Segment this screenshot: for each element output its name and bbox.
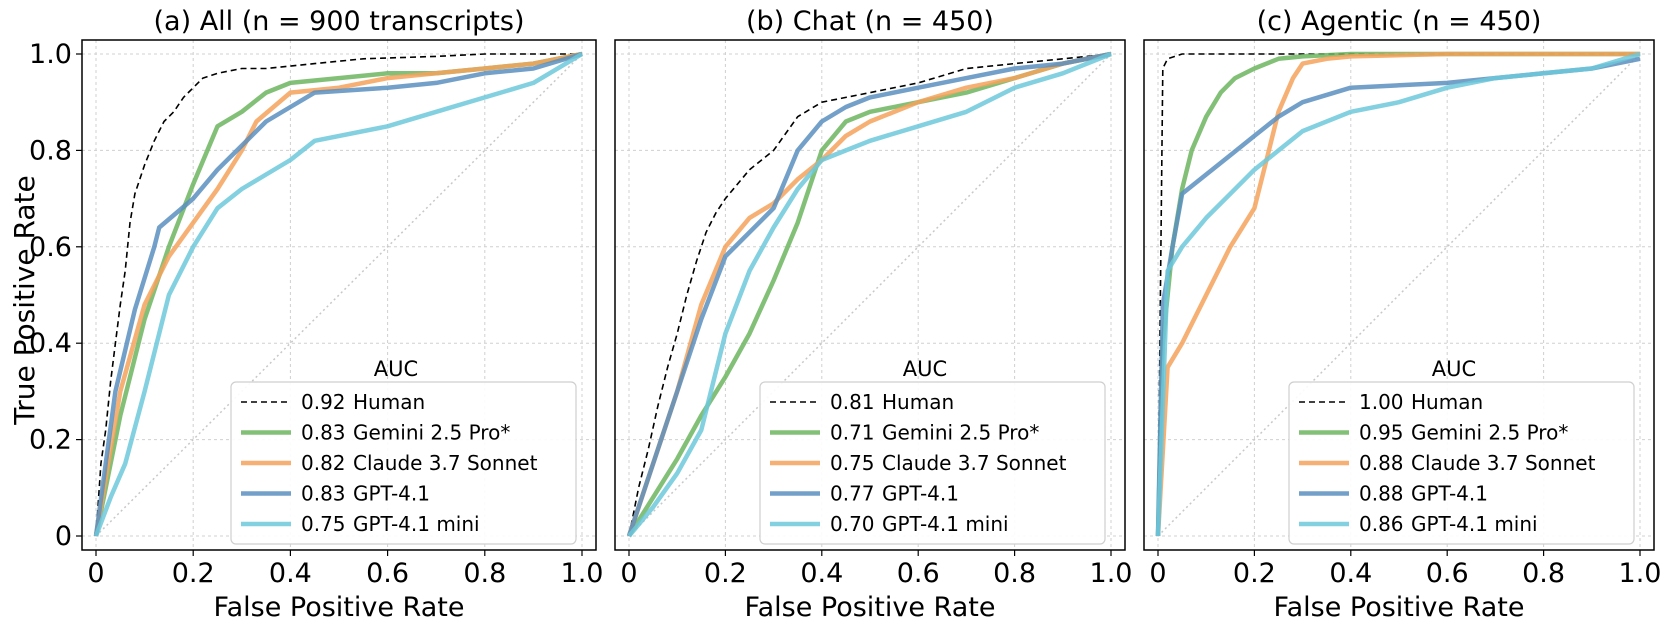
legend-title: AUC [903, 357, 947, 381]
series-line-gemini-2-5-pro- [627, 51, 1112, 538]
panel-2: (b) Chat (n = 450) 0 0.2 0.4 0.6 0.8 1.0 False … [614, 6, 1133, 623]
panel-title: (c) Agentic (n = 450) [1257, 6, 1542, 37]
chance-diagonal [1157, 53, 1641, 537]
legend-auc: 0.75 [830, 451, 875, 475]
legend-label: Human [353, 390, 425, 414]
x-axis-label: False Positive Rate [1274, 592, 1525, 623]
legend-box [230, 381, 577, 545]
x-axis-label: False Positive Rate [745, 592, 996, 623]
y-axis-label: True Positive Rate [8, 175, 41, 425]
legend-label: GPT-4.1 mini [1411, 512, 1538, 536]
legend-auc: 0.86 [1359, 512, 1404, 536]
series-line-gpt-4-1 [93, 51, 583, 537]
legend-auc: 0.82 [301, 451, 346, 475]
x-axis-label: False Positive Rate [214, 592, 465, 623]
legend-auc: 0.83 [301, 482, 346, 506]
y-tick-label: 0 [55, 521, 72, 552]
x-tick-label: 0 [87, 558, 104, 589]
x-tick-label: 0.4 [1329, 558, 1372, 589]
x-tick-label: 0.2 [1233, 558, 1276, 589]
series-line-human [95, 53, 582, 537]
series-line-gpt-4-1-mini [1155, 51, 1641, 537]
legend-auc: 0.88 [1359, 451, 1404, 475]
plot-frame [1143, 39, 1655, 551]
legend-label: GPT-4.1 [1411, 482, 1488, 506]
x-tick-label: 0.2 [172, 558, 215, 589]
x-tick-label: 0.4 [269, 558, 312, 589]
x-tick-label: 0.6 [366, 558, 409, 589]
legend-box [1288, 381, 1635, 545]
x-tick-label: 0.6 [1426, 558, 1469, 589]
legend-auc: 0.75 [301, 512, 346, 536]
x-tick-label: 1.0 [1090, 558, 1133, 589]
series-line-gpt-4-1-mini [93, 52, 584, 537]
legend-label: GPT-4.1 [353, 482, 430, 506]
series-line-human [628, 53, 1112, 537]
legend-label: Claude 3.7 Sonnet [353, 451, 538, 475]
legend: AUC 1.00 Human 0.95 Gemini 2.5 Pro* 0.88 Claud… [1288, 357, 1635, 545]
legend-label: Human [882, 390, 954, 414]
legend-auc: 0.88 [1359, 482, 1404, 506]
legend-title: AUC [374, 357, 418, 381]
series-line-gpt-4-1 [626, 51, 1112, 537]
panel-1: (a) All (n = 900 transcripts) 0 0.2 0.4 0.6 0… [29, 6, 603, 623]
y-tick-label: 0.6 [29, 232, 72, 263]
legend-auc: 1.00 [1359, 390, 1404, 414]
x-tick-label: 1.0 [1619, 558, 1661, 589]
series-line-claude-3-7-sonnet [626, 51, 1112, 537]
legend-label: Claude 3.7 Sonnet [1411, 451, 1596, 475]
legend-label: Gemini 2.5 Pro* [353, 421, 510, 445]
legend-auc: 0.95 [1359, 421, 1404, 445]
x-tick-label: 0.6 [897, 558, 940, 589]
x-tick-label: 0.4 [800, 558, 843, 589]
panel-3: (c) Agentic (n = 450) 0 0.2 0.4 0.6 0.8 1.0 Fal… [1143, 6, 1661, 623]
legend-auc: 0.77 [830, 482, 875, 506]
legend-label: GPT-4.1 [882, 482, 959, 506]
x-tick-label: 0 [1149, 558, 1166, 589]
panel-title: (b) Chat (n = 450) [746, 6, 994, 37]
legend: AUC 0.92 Human 0.83 Gemini 2.5 Pro* 0.82 Claud… [230, 357, 577, 545]
legend-auc: 0.81 [830, 390, 875, 414]
y-tick-label: 0.4 [29, 328, 72, 359]
legend-title: AUC [1432, 357, 1476, 381]
legend-label: Gemini 2.5 Pro* [1411, 421, 1568, 445]
legend: AUC 0.81 Human 0.71 Gemini 2.5 Pro* 0.75 Claud… [759, 357, 1106, 545]
legend-label: GPT-4.1 mini [353, 512, 480, 536]
plot-frame [81, 39, 597, 551]
legend-label: Claude 3.7 Sonnet [882, 451, 1067, 475]
chance-diagonal [628, 53, 1112, 537]
legend-label: Human [1411, 390, 1483, 414]
plot-frame [614, 39, 1126, 551]
chance-diagonal [95, 53, 583, 537]
legend-box [759, 381, 1106, 545]
legend-auc: 0.71 [830, 421, 875, 445]
x-tick-label: 0.8 [463, 558, 506, 589]
legend-label: GPT-4.1 mini [882, 512, 1009, 536]
legend-label: Gemini 2.5 Pro* [882, 421, 1039, 445]
y-tick-label: 0.8 [29, 135, 72, 166]
series-line-gpt-4-1-mini [627, 51, 1112, 538]
series-line-claude-3-7-sonnet [93, 51, 583, 537]
x-tick-label: 0 [620, 558, 637, 589]
x-tick-label: 0.8 [993, 558, 1036, 589]
series-line-claude-3-7-sonnet [1155, 51, 1640, 537]
y-tick-label: 0.2 [29, 425, 72, 456]
legend-auc: 0.70 [830, 512, 875, 536]
legend-auc: 0.92 [301, 390, 346, 414]
x-tick-label: 0.2 [704, 558, 747, 589]
x-tick-label: 0.8 [1522, 558, 1565, 589]
x-tick-label: 1.0 [561, 558, 604, 589]
legend-auc: 0.83 [301, 421, 346, 445]
panel-title: (a) All (n = 900 transcripts) [154, 6, 525, 37]
y-tick-label: 1.0 [29, 39, 72, 70]
